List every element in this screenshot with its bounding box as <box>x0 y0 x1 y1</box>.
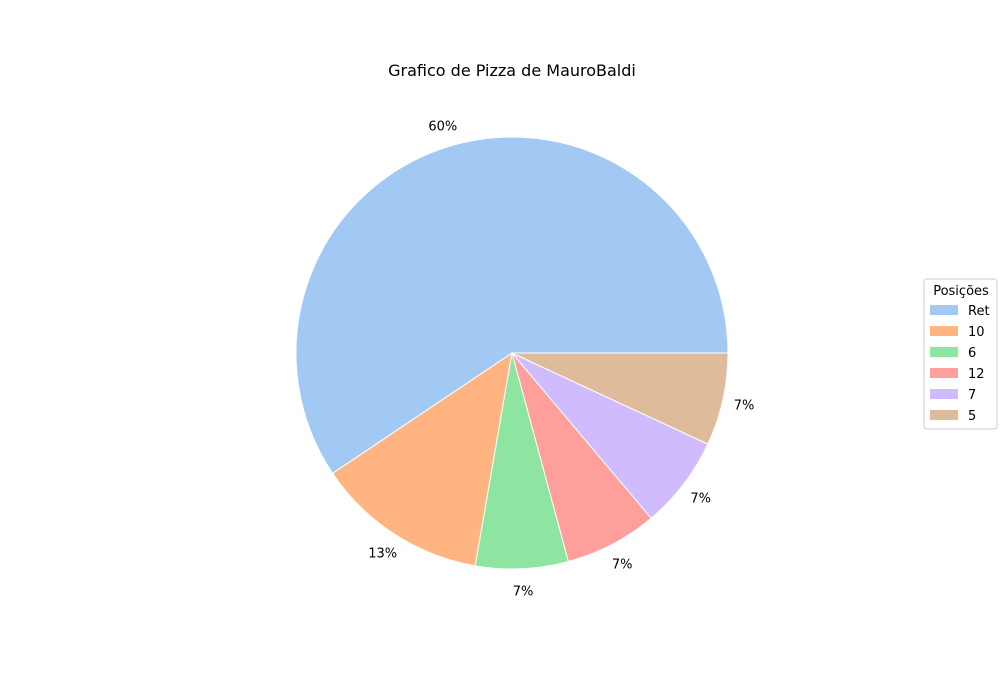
percent-labels: 60% 13% 7% 7% 7% 7% <box>368 120 754 600</box>
legend-items: Ret 10 6 12 7 5 <box>930 304 990 424</box>
pie-slice-5 <box>511 352 729 445</box>
legend-swatch-6 <box>930 347 958 357</box>
legend-label-10: 10 <box>968 325 985 340</box>
legend-label-12: 12 <box>968 367 985 382</box>
legend-title: Posições <box>933 284 989 299</box>
legend-swatch-5 <box>930 410 958 420</box>
pie-slice-10 <box>331 351 513 567</box>
legend-label-ret: Ret <box>968 304 990 319</box>
legend-swatch-10 <box>930 326 958 336</box>
percent-label-10: 13% <box>368 546 397 561</box>
legend-label-6: 6 <box>968 346 976 361</box>
percent-label-5: 7% <box>734 398 755 413</box>
legend: Posições Ret 10 6 12 7 5 <box>923 278 998 430</box>
pie-slice-ret <box>295 136 729 475</box>
percent-label-6: 7% <box>513 584 534 599</box>
legend-swatch-7 <box>930 389 958 399</box>
pie-slices <box>295 136 729 570</box>
percent-label-7: 7% <box>690 491 711 506</box>
legend-label-7: 7 <box>968 388 976 403</box>
percent-label-12: 7% <box>612 558 633 573</box>
legend-swatch-12 <box>930 368 958 378</box>
legend-swatch-ret <box>930 305 958 315</box>
chart-title: Grafico de Pizza de MauroBaldi <box>388 61 636 80</box>
percent-label-ret: 60% <box>428 120 457 135</box>
legend-label-5: 5 <box>968 409 976 424</box>
